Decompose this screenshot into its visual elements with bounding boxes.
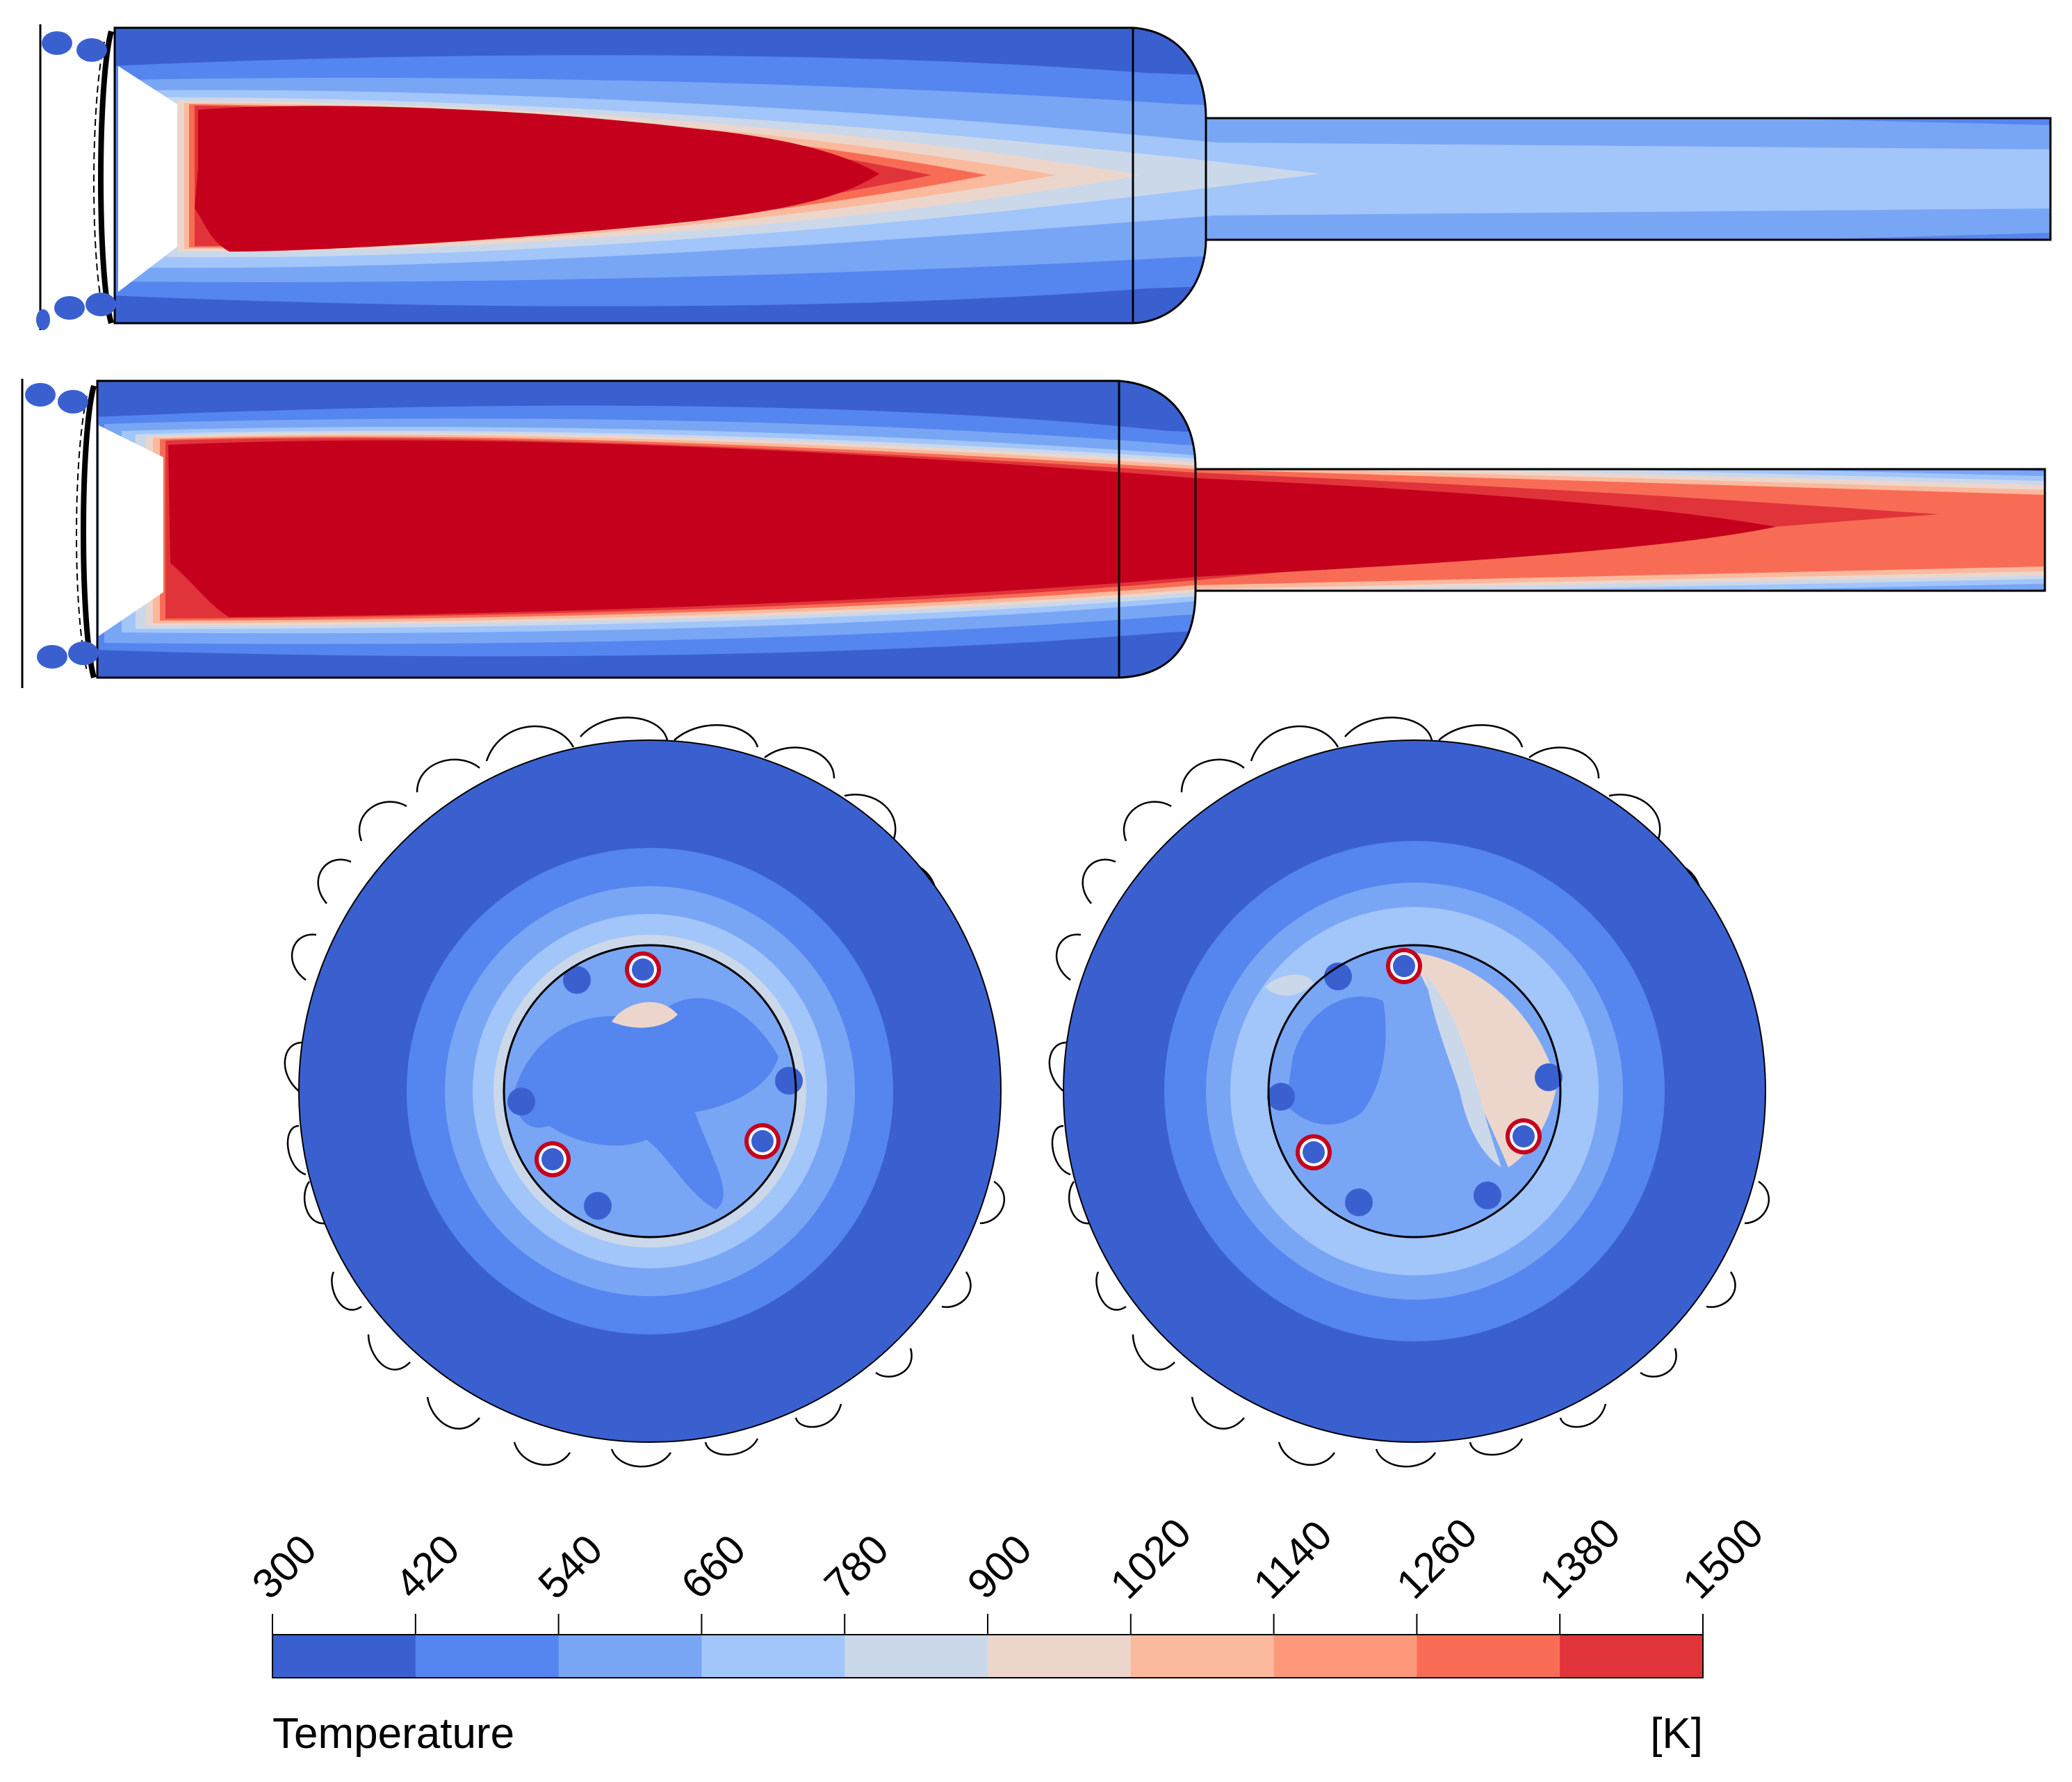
colorbar-bands bbox=[272, 1635, 1704, 1678]
section-middle-longitudinal bbox=[21, 379, 2046, 688]
colorbar-tick-label: 420 bbox=[386, 1526, 468, 1608]
colorbar-band bbox=[988, 1635, 1132, 1678]
colorbar-tick-label: 1260 bbox=[1387, 1509, 1486, 1608]
colorbar-band bbox=[1130, 1635, 1275, 1678]
colorbar-tick-label: 1140 bbox=[1244, 1512, 1341, 1608]
colorbar-band bbox=[845, 1635, 988, 1678]
colorbar-band bbox=[701, 1635, 845, 1678]
colorbar-tick-label: 540 bbox=[529, 1526, 611, 1608]
colorbar-band bbox=[1560, 1635, 1704, 1678]
colorbar-band bbox=[558, 1635, 702, 1678]
colorbar-band bbox=[1273, 1635, 1417, 1678]
colorbar-title: Temperature bbox=[272, 1710, 514, 1758]
colorbar-tick-label: 1020 bbox=[1102, 1509, 1200, 1608]
colorbar-tick-label: 660 bbox=[672, 1526, 754, 1608]
colorbar-band bbox=[1417, 1635, 1560, 1678]
colorbar-tick-label: 1380 bbox=[1531, 1509, 1629, 1608]
colorbar-tick-label: 900 bbox=[958, 1526, 1041, 1608]
colorbar-band bbox=[272, 1635, 416, 1678]
colorbar-tick-label: 1500 bbox=[1674, 1509, 1772, 1608]
colorbar-band bbox=[415, 1635, 560, 1678]
temperature-colorbar: 300 420 540 660 780 900 1020 1140 1260 1380 1500 T… bbox=[243, 1509, 1772, 1758]
colorbar-unit: [K] bbox=[1650, 1710, 1703, 1758]
cross-section-left bbox=[284, 717, 1006, 1468]
colorbar-tick-label: 300 bbox=[243, 1526, 325, 1608]
section-top-longitudinal bbox=[36, 24, 2052, 330]
cross-section-right bbox=[1048, 717, 1770, 1468]
colorbar-ticks: 300 420 540 660 780 900 1020 1140 1260 1380 1500 bbox=[243, 1509, 1772, 1635]
colorbar-tick-label: 780 bbox=[815, 1526, 897, 1608]
